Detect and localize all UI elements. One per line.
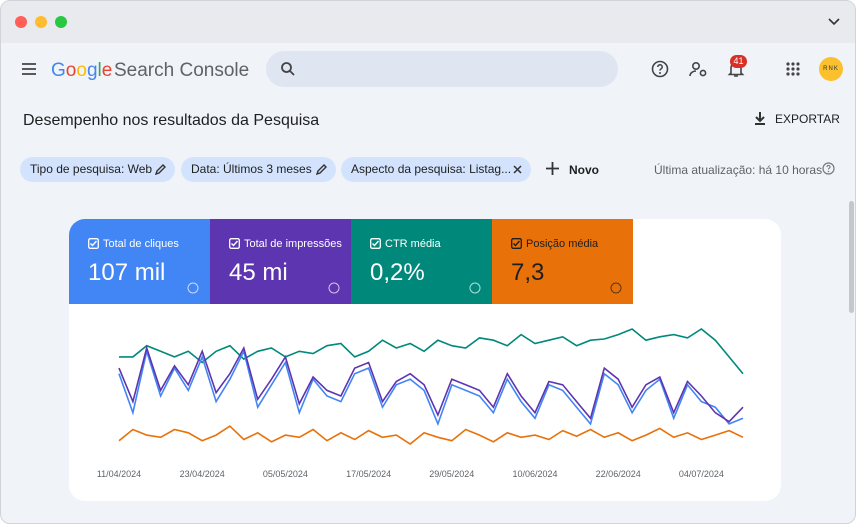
help-circle [469,282,481,294]
search-icon [281,62,295,76]
help-circle [187,282,199,294]
checkbox [370,238,381,249]
checkbox-tick [372,240,380,247]
chevron[interactable] [827,17,841,27]
help-circle [328,282,340,294]
new-filter-button[interactable]: Novo [569,163,599,177]
apps-icon[interactable] [786,62,800,76]
help-circle [610,282,622,294]
metric-tile[interactable]: Total de cliques 107 mil [69,219,210,304]
chip-label: Data: Últimos 3 meses [191,162,312,176]
metric-value: 107 mil [88,259,166,286]
x-tick-label: 05/05/2024 [263,469,308,479]
checkbox-box [88,238,99,249]
info-icon[interactable] [822,162,835,175]
metric-label: Total de impressões [244,238,342,250]
close-button[interactable] [15,16,27,28]
minimize-button[interactable] [35,16,47,28]
last-update: Última atualização: há 10 horas [654,163,823,177]
edit-icon[interactable] [316,164,327,175]
title-bar [1,1,855,43]
avatar[interactable]: RNK [819,57,843,81]
x-tick-label: 11/04/2024 [97,469,141,479]
metric-line [118,345,744,423]
x-tick-label: 22/06/2024 [596,469,641,479]
page-title: Desempenho nos resultados da Pesquisa [23,112,320,129]
x-tick-label: 17/05/2024 [346,469,391,479]
metric-tile[interactable]: Posição média 7,3 [492,219,633,304]
x-tick-label: 23/04/2024 [180,469,225,479]
checkbox-tick [231,240,239,247]
metric-value: 45 mi [229,259,288,286]
scrollbar[interactable] [849,201,854,313]
menu-icon[interactable] [21,62,37,76]
maximize-button[interactable] [55,16,67,28]
checkbox-tick [513,240,521,247]
performance-chart: 11/04/2024 23/04/2024 05/05/2024 17/05/2024… [97,328,744,479]
checkbox [88,238,99,249]
metric-line [118,425,744,445]
metric-line [119,328,744,375]
help-icon [328,282,340,294]
add-icon[interactable] [546,162,559,175]
export-button[interactable]: EXPORTAR [775,112,840,126]
google-logo[interactable]: Google [51,60,113,81]
download-icon[interactable] [753,111,767,126]
metric-label: Posição média [526,238,599,250]
x-tick-label: 10/06/2024 [512,469,557,479]
performance-card: Total de cliques 107 mil Total de impressõ… [69,219,781,501]
metric-line [118,348,744,427]
edit-icon[interactable] [155,164,166,175]
notification-badge: 41 [730,55,747,68]
help-icon [610,282,622,294]
metric-value: 7,3 [511,259,545,286]
product-name[interactable]: Search Console [114,60,250,81]
metric-label: Total de cliques [103,238,179,250]
settings-icon[interactable] [689,60,709,78]
metric-label: CTR média [385,238,441,250]
x-tick-label: 04/07/2024 [679,469,724,479]
remove-icon[interactable] [513,165,522,174]
checkbox [511,238,522,249]
filter-chip[interactable]: Data: Últimos 3 meses [181,157,336,182]
filter-chip[interactable]: Aspecto da pesquisa: Listag... [341,157,531,182]
checkbox-box [511,238,522,249]
search-bar[interactable] [266,51,618,87]
checkbox-box [370,238,381,249]
filter-chip[interactable]: Tipo de pesquisa: Web [20,157,175,182]
metric-value: 0,2% [370,259,425,286]
metric-tile[interactable]: Total de impressões 45 mi [210,219,351,304]
help-icon [469,282,481,294]
checkbox-box [229,238,240,249]
chip-label: Tipo de pesquisa: Web [30,162,153,176]
chip-label: Aspecto da pesquisa: Listag... [351,162,512,176]
checkbox-tick [90,240,98,247]
help-icon [187,282,199,294]
help-icon[interactable] [651,60,669,78]
metric-tile[interactable]: CTR média 0,2% [351,219,492,304]
x-tick-label: 29/05/2024 [429,469,474,479]
checkbox [229,238,240,249]
